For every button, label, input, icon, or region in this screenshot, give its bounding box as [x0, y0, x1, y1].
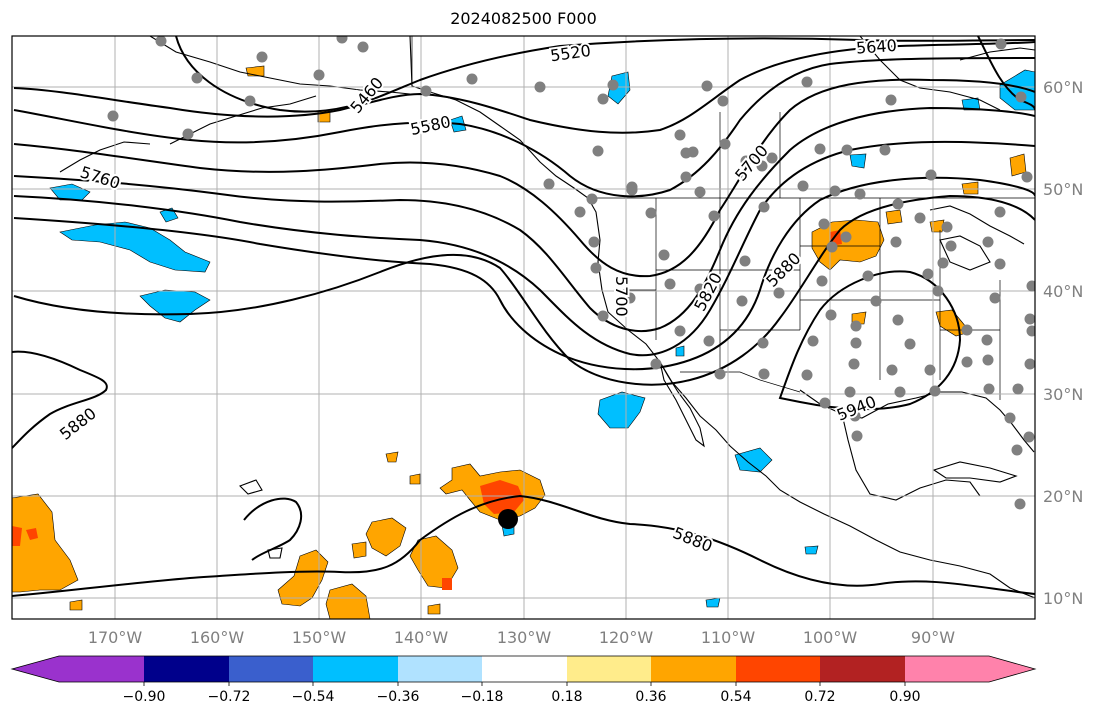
- lon-tick-label: 130°W: [497, 628, 552, 647]
- map-frame: [11, 35, 1036, 620]
- station-markers: [107, 36, 1035, 510]
- lat-tick-labels: 60°N 50°N 40°N 30°N 20°N 10°N: [1043, 78, 1083, 608]
- storm-center-marker: [498, 509, 518, 529]
- lat-tick-label: 20°N: [1043, 487, 1083, 506]
- lat-tick-label: 30°N: [1043, 385, 1083, 404]
- lat-tick-label: 40°N: [1043, 282, 1083, 301]
- colorbar-bin: [229, 656, 313, 682]
- height-contours: [12, 36, 1035, 597]
- lon-tick-label: 120°W: [599, 628, 654, 647]
- colorbar-tick-label: −0.54: [292, 689, 335, 705]
- colorbar-bin: [651, 656, 736, 682]
- colorbar-extend-low: [12, 656, 59, 682]
- lon-tick-label: 90°W: [911, 628, 955, 647]
- lon-tick-label: 100°W: [803, 628, 858, 647]
- lon-tick-label: 150°W: [292, 628, 347, 647]
- colorbar-bin: [736, 656, 820, 682]
- colorbar-tick-label: 0.36: [635, 689, 666, 705]
- colorbar-tick-label: −0.36: [377, 689, 420, 705]
- contour-label: 5700: [612, 276, 631, 317]
- contour-label: 5640: [855, 36, 897, 58]
- colorbar: −0.90 −0.72 −0.54 −0.36 −0.18 0.18 0.36 …: [10, 655, 1037, 705]
- lat-tick-label: 50°N: [1043, 180, 1083, 199]
- colorbar-bin: [144, 656, 229, 682]
- lon-tick-label: 110°W: [701, 628, 756, 647]
- colorbar-bin: [59, 656, 144, 682]
- lon-tick-label: 160°W: [190, 628, 245, 647]
- colorbar-tick-label: 0.54: [720, 689, 751, 705]
- map-title: 2024082500 F000: [450, 9, 597, 28]
- colorbar-tick-label: 0.72: [804, 689, 835, 705]
- lon-tick-label: 170°W: [88, 628, 143, 647]
- colorbar-tick-label: −0.18: [461, 689, 504, 705]
- colorbar-tick-label: 0.90: [889, 689, 920, 705]
- colorbar-tick-label: −0.90: [123, 689, 166, 705]
- lat-tick-label: 60°N: [1043, 78, 1083, 97]
- colorbar-bin: [313, 656, 398, 682]
- lat-tick-label: 10°N: [1043, 589, 1083, 608]
- colorbar-bin: [567, 656, 651, 682]
- colorbar-bin: [398, 656, 482, 682]
- lon-tick-label: 140°W: [394, 628, 449, 647]
- colorbar-extend-high: [989, 656, 1035, 682]
- lon-tick-labels: 170°W 160°W 150°W 140°W 130°W 120°W 110°…: [88, 628, 955, 647]
- colorbar-bin: [905, 656, 989, 682]
- colorbar-tick-label: 0.18: [551, 689, 582, 705]
- colorbar-bin: [820, 656, 905, 682]
- colorbar-tick-label: −0.72: [208, 689, 251, 705]
- colorbar-bin: [482, 656, 567, 682]
- gridlines: [12, 36, 1035, 619]
